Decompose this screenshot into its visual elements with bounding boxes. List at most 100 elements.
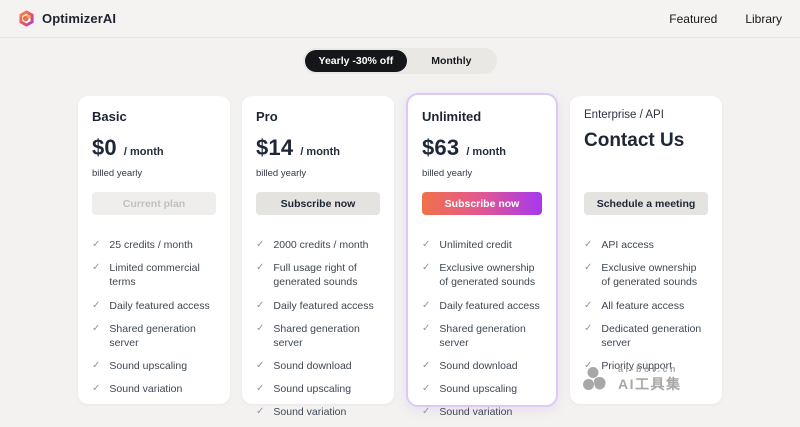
feature-item: ✓ Priority support — [584, 359, 708, 373]
check-icon: ✓ — [422, 239, 431, 250]
feature-item: ✓ Sound upscaling — [256, 382, 380, 396]
feature-text: Dedicated generation server — [601, 322, 702, 349]
pricing-cards: Basic $0 / month billed yearly Current p… — [0, 93, 800, 418]
toggle-monthly[interactable]: Monthly — [431, 55, 472, 67]
plan-price-suffix: / month — [300, 146, 341, 158]
feature-item: ✓ API access — [584, 238, 708, 252]
nav-library[interactable]: Library — [745, 11, 782, 26]
plan-name: Pro — [256, 109, 278, 124]
plan-card-pro: Pro $14 / month billed yearly Subscribe … — [242, 96, 394, 418]
feature-text: Shared generation server — [273, 322, 360, 349]
check-icon: ✓ — [92, 299, 101, 311]
check-icon: ✓ — [92, 383, 101, 395]
current-plan-button[interactable]: Current plan — [92, 192, 216, 215]
feature-item: ✓ Sound download — [422, 359, 542, 373]
subscribe-pro-button[interactable]: Subscribe now — [256, 192, 380, 215]
check-icon: ✓ — [422, 383, 431, 395]
feature-item: ✓ Daily featured access — [92, 299, 216, 313]
check-icon: ✓ — [422, 299, 431, 311]
feature-item: ✓ Full usage right of generated sounds — [256, 261, 380, 289]
feature-text: API access — [601, 239, 654, 251]
check-icon: ✓ — [422, 360, 431, 372]
plan-price: $63 — [422, 135, 460, 160]
toggle-yearly[interactable]: Yearly -30% off — [304, 50, 408, 72]
plan-price: $0 — [92, 135, 117, 160]
feature-text: Sound variation — [439, 406, 513, 419]
feature-text: Priority support — [601, 360, 672, 373]
feature-list: ✓ API access ✓ Exclusive ownership of gene… — [584, 238, 708, 373]
feature-item: ✓ Daily featured access — [422, 299, 542, 313]
brand-logo[interactable]: OptimizerAI — [18, 10, 116, 27]
feature-text: Shared generation server — [439, 322, 526, 349]
feature-item: ✓ Sound upscaling — [92, 359, 216, 373]
feature-text: Exclusive ownership of generated sounds — [601, 262, 698, 289]
billing-note: billed yearly — [256, 168, 307, 179]
check-icon: ✓ — [584, 239, 593, 250]
feature-text: 25 credits / month — [109, 239, 193, 251]
feature-item: ✓ Sound variation — [422, 405, 542, 419]
feature-item: ✓ Limited commercial terms — [92, 261, 216, 289]
billing-note: billed yearly — [422, 168, 473, 179]
feature-list: ✓ Unlimited credit ✓ Exclusive ownership o… — [422, 238, 542, 427]
plan-name: Enterprise / API — [584, 109, 664, 121]
feature-item: ✓ Unlimited credit — [422, 238, 542, 252]
check-icon: ✓ — [256, 383, 265, 395]
feature-item: ✓ Dedicated generation server — [584, 322, 708, 350]
billing-note: billed yearly — [92, 168, 143, 179]
check-icon: ✓ — [92, 239, 101, 250]
feature-item: ✓ 2000 credits / month — [256, 238, 380, 252]
feature-item: ✓ Exclusive ownership of generated sounds — [422, 261, 542, 289]
check-icon: ✓ — [256, 299, 265, 311]
feature-item: ✓ Sound variation — [256, 405, 380, 419]
feature-text: Sound upscaling — [109, 360, 188, 373]
feature-text: Daily featured access — [109, 299, 210, 312]
feature-item: ✓ All feature access — [584, 299, 708, 313]
check-icon: ✓ — [256, 406, 265, 418]
watermark-logo-icon — [582, 366, 612, 392]
feature-text: Shared generation server — [109, 322, 196, 349]
plan-price-suffix: / month — [123, 146, 164, 158]
watermark: ai-bot.cn AI工具集 — [582, 364, 682, 394]
optimizerai-logo-icon — [18, 10, 35, 27]
check-icon: ✓ — [584, 262, 593, 274]
plan-price-suffix: / month — [466, 146, 507, 158]
plan-card-basic: Basic $0 / month billed yearly Current p… — [78, 96, 230, 404]
feature-item: ✓ Sound variation — [92, 382, 216, 396]
feature-text: Full usage right of generated sounds — [273, 262, 358, 289]
feature-text: Sound variation — [273, 406, 347, 419]
check-icon: ✓ — [584, 322, 593, 334]
plan-card-unlimited: Unlimited $63 / month billed yearly Subs… — [406, 93, 558, 418]
billing-toggle-row: Yearly -30% off Monthly — [0, 48, 800, 74]
brand-name: OptimizerAI — [42, 11, 117, 26]
feature-item: ✓ Sound download — [256, 359, 380, 373]
feature-list: ✓ 2000 credits / month ✓ Full usage right … — [256, 238, 380, 420]
feature-item: ✓ Sound upscaling — [422, 382, 542, 396]
check-icon: ✓ — [584, 299, 593, 311]
subscribe-unlimited-button[interactable]: Subscribe now — [422, 192, 542, 215]
check-icon: ✓ — [422, 262, 431, 274]
contact-heading: Contact Us — [584, 130, 685, 151]
check-icon: ✓ — [92, 360, 101, 372]
top-bar: OptimizerAI Featured Library — [0, 0, 800, 38]
header-nav: Featured Library — [669, 12, 782, 26]
check-icon: ✓ — [256, 239, 265, 250]
check-icon: ✓ — [92, 322, 101, 334]
feature-text: Sound variation — [109, 383, 183, 396]
feature-text: Daily featured access — [439, 299, 540, 312]
feature-item: ✓ Shared generation server — [92, 322, 216, 350]
feature-text: 2000 credits / month — [273, 239, 369, 251]
check-icon: ✓ — [422, 322, 431, 334]
check-icon: ✓ — [256, 262, 265, 274]
feature-text: Unlimited credit — [439, 239, 512, 251]
feature-item: ✓ Shared generation server — [256, 322, 380, 350]
schedule-meeting-button[interactable]: Schedule a meeting — [584, 192, 708, 215]
feature-text: Limited commercial terms — [109, 262, 200, 289]
watermark-title: AI工具集 — [618, 376, 682, 392]
check-icon: ✓ — [92, 262, 101, 274]
check-icon: ✓ — [256, 360, 265, 372]
check-icon: ✓ — [422, 406, 431, 418]
plan-name: Unlimited — [422, 109, 482, 124]
feature-item: ✓ Shared generation server — [422, 322, 542, 350]
feature-text: Sound upscaling — [273, 383, 352, 396]
nav-featured[interactable]: Featured — [669, 11, 718, 26]
